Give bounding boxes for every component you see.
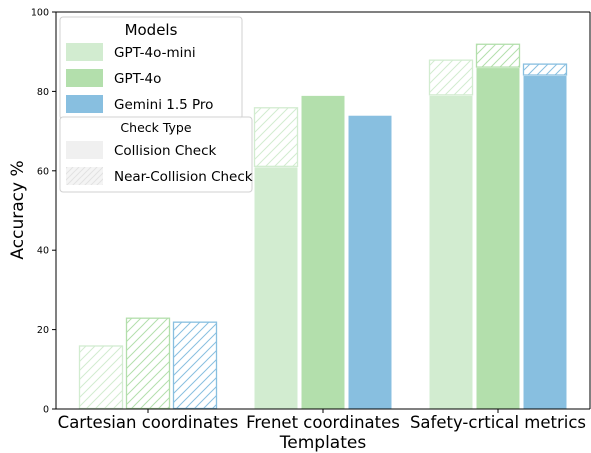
- bars-layer: [78, 43, 568, 410]
- legend-entry-label: Gemini 1.5 Pro: [114, 97, 213, 113]
- legend-swatch: [66, 43, 103, 61]
- collision-bar: [300, 94, 346, 410]
- collision-bar: [475, 67, 521, 410]
- y-tick-label: 20: [37, 325, 49, 336]
- x-tick-label: Frenet coordinates: [246, 413, 400, 432]
- near-collision-bar: [475, 43, 521, 68]
- collision-bar: [347, 114, 393, 410]
- x-tick-label: Cartesian coordinates: [58, 413, 239, 432]
- near-collision-bar: [522, 63, 568, 76]
- collision-swatch: [66, 141, 103, 159]
- near-collision-bar: [78, 345, 124, 410]
- y-tick-label: 0: [43, 405, 49, 416]
- x-ticks: Cartesian coordinates Frenet coordinates S…: [58, 409, 586, 432]
- legend-entry-label: Collision Check: [114, 143, 217, 159]
- collision-bar: [522, 75, 568, 410]
- x-tick-label: Safety-crtical metrics: [410, 413, 586, 432]
- legend-entry-label: Near-Collision Check: [114, 169, 253, 185]
- check-legend-frame: [59, 116, 253, 193]
- y-ticks: 0 20 40 60 80 100: [31, 8, 56, 416]
- models-legend-title: Models: [125, 21, 178, 39]
- y-tick-label: 100: [31, 8, 49, 19]
- y-tick-label: 80: [37, 87, 49, 98]
- collision-bar: [253, 166, 299, 410]
- legend-swatch: [66, 69, 103, 87]
- collision-bar: [428, 94, 474, 410]
- legend-swatch: [66, 95, 103, 113]
- legend-entry-label: GPT-4o: [114, 71, 161, 87]
- near-collision-bar: [125, 317, 171, 410]
- near-collision-swatch: [66, 167, 103, 185]
- models-legend: Models GPT-4o-mini GPT-4o Gemini 1.5 Pro: [59, 16, 243, 120]
- y-tick-label: 40: [37, 246, 49, 257]
- near-collision-bar: [428, 59, 474, 96]
- check-legend-title: Check Type: [120, 120, 191, 135]
- check-type-legend: Check Type Collision Check Near-Collision…: [59, 116, 253, 193]
- y-tick-label: 60: [37, 166, 49, 177]
- x-axis-label: Templates: [279, 433, 367, 453]
- y-axis-label: Accuracy %: [8, 160, 28, 259]
- legend-entry-label: GPT-4o-mini: [114, 45, 196, 61]
- near-collision-bar: [253, 107, 299, 167]
- near-collision-bar: [172, 321, 218, 410]
